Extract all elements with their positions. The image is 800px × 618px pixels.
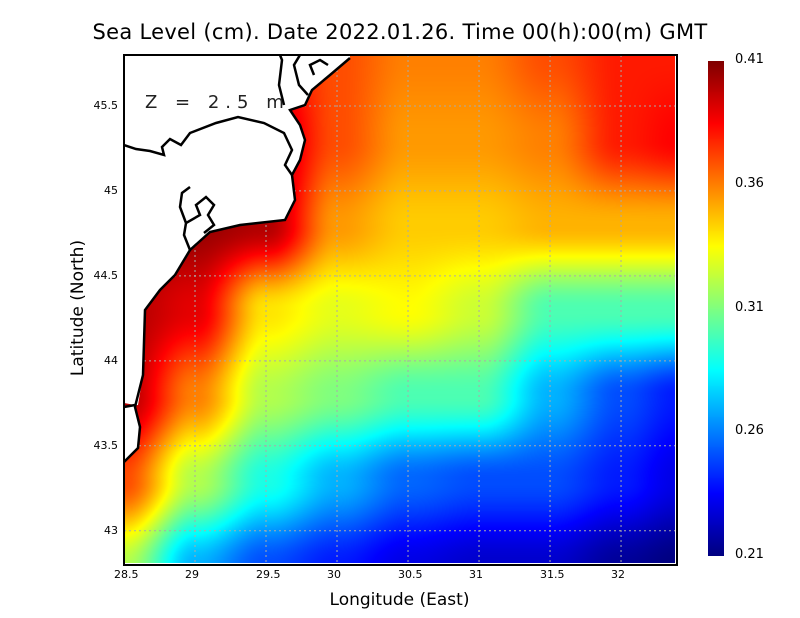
y-axis-label: Latitude (North) [68,239,88,377]
map-title: Sea Level (cm). Date 2022.01.26. Time 00… [92,20,708,44]
coastline-delta [178,186,216,251]
colorbar-tick-label: 0.36 [735,175,764,191]
coastline-north-shore [124,115,294,176]
y-tick-label: 43.5 [93,438,119,452]
plot-frame [123,54,678,566]
depth-label: Z = 2.5 m [145,92,290,113]
coastline [124,57,351,463]
x-tick-label: 31 [469,568,484,581]
coastline-notch [124,403,136,409]
x-tick-label: 30.5 [398,568,423,581]
colorbar-tick-label: 0.26 [735,423,764,439]
y-tick-label: 45 [104,183,118,197]
x-tick-label: 30 [327,568,341,581]
y-tick-label: 45.5 [93,98,119,112]
x-tick-label: 28.5 [114,568,139,581]
colorbar-tick-label: 0.31 [735,299,764,315]
colorbar-tick-label: 0.21 [735,547,764,562]
x-axis-label: Longitude (East) [329,590,470,610]
colorbar [708,61,724,556]
map-overlay [124,55,675,563]
map-plot-area: Z = 2.5 m [124,55,675,563]
y-tick-label: 44.5 [93,268,119,282]
y-tick-label: 44 [104,353,118,367]
colorbar-tick-label: 0.41 [735,52,764,67]
land-mass [124,55,350,462]
x-tick-label: 29.5 [256,568,281,581]
y-tick-label: 43 [104,523,118,537]
coastline-bay [277,55,329,106]
x-tick-label: 29 [185,568,199,581]
x-tick-label: 32 [611,568,626,581]
x-tick-label: 31.5 [540,568,565,581]
